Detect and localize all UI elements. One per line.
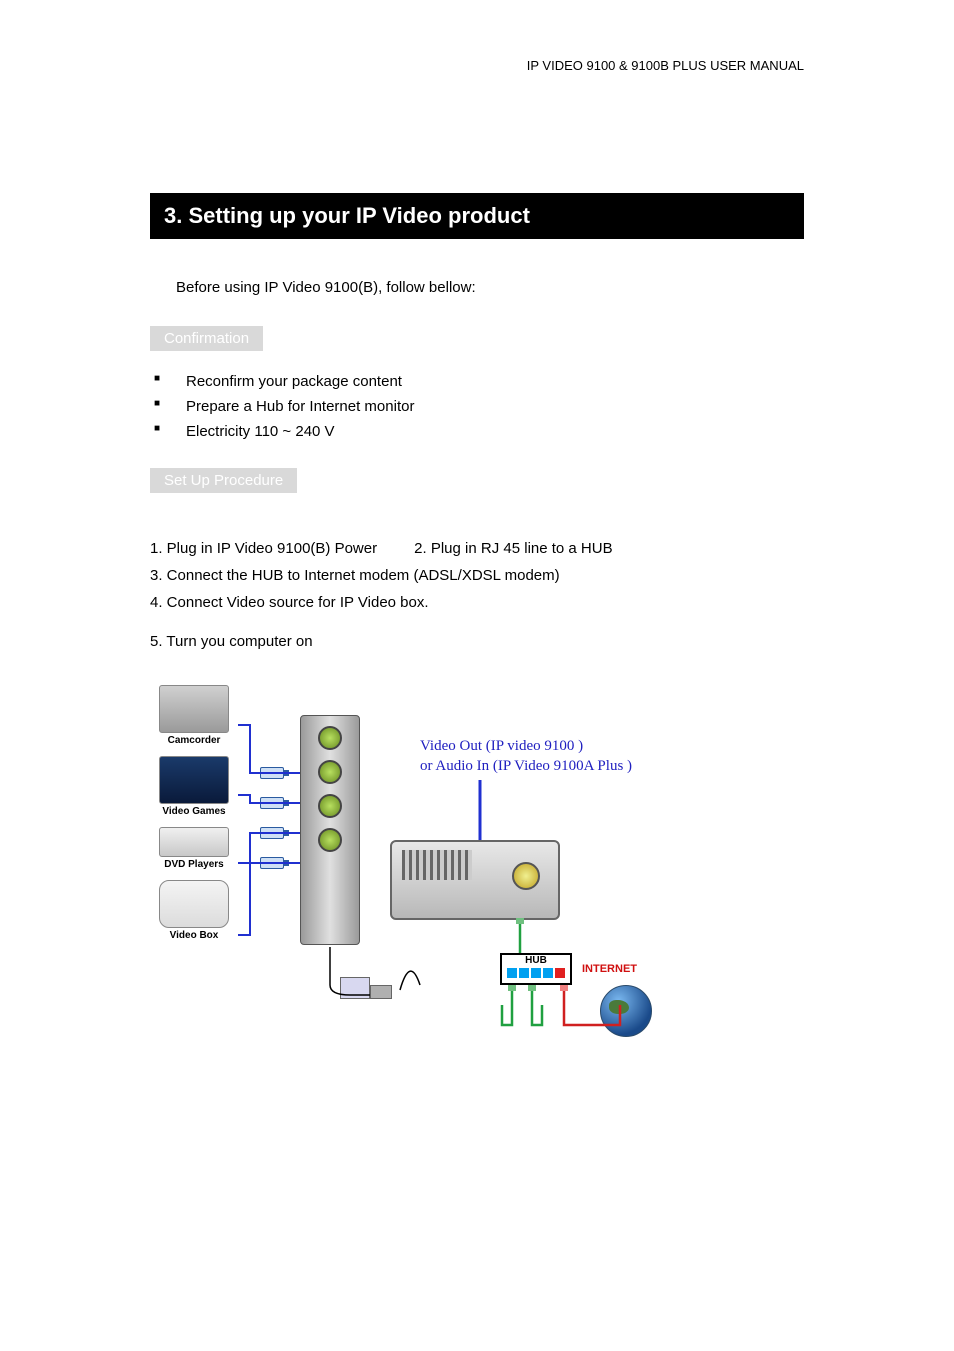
confirmation-item: Reconfirm your package content bbox=[150, 369, 804, 394]
server-port-icon bbox=[318, 828, 342, 852]
unit-connector-icon bbox=[512, 862, 540, 890]
input-jack-icon bbox=[260, 797, 284, 809]
confirmation-list: Reconfirm your package content Prepare a… bbox=[150, 369, 804, 444]
hub-icon: HUB bbox=[500, 953, 572, 985]
step-row: 1. Plug in IP Video 9100(B) Power 2. Plu… bbox=[150, 535, 804, 562]
pc-monitor-icon bbox=[340, 977, 370, 999]
video-out-label: Video Out (IP video 9100 ) or Audio In (… bbox=[420, 737, 632, 776]
input-jack-icon bbox=[260, 767, 284, 779]
pc-base-icon bbox=[370, 985, 392, 999]
device-dvd: DVD Players bbox=[150, 827, 238, 870]
server-port-icon bbox=[318, 794, 342, 818]
device-camcorder: Camcorder bbox=[150, 685, 238, 746]
hub-ports bbox=[502, 968, 570, 978]
hub-port-icon bbox=[531, 968, 541, 978]
hub-port-icon bbox=[543, 968, 553, 978]
input-jack-icon bbox=[260, 827, 284, 839]
video-out-line1: Video Out (IP video 9100 ) bbox=[420, 737, 632, 757]
device-label: Camcorder bbox=[150, 735, 238, 746]
procedure-steps: 1. Plug in IP Video 9100(B) Power 2. Plu… bbox=[150, 535, 804, 655]
step-5: 5. Turn you computer on bbox=[150, 628, 804, 655]
step-2: 2. Plug in RJ 45 line to a HUB bbox=[414, 540, 612, 557]
ip-video-server-icon bbox=[300, 715, 360, 945]
videobox-icon bbox=[159, 880, 229, 928]
video-out-line2: or Audio In (IP Video 9100A Plus ) bbox=[420, 757, 632, 777]
step-4: 4. Connect Video source for IP Video box… bbox=[150, 589, 804, 616]
ip-video-unit-icon bbox=[390, 840, 560, 920]
step-1: 1. Plug in IP Video 9100(B) Power bbox=[150, 540, 410, 557]
connection-diagram: Camcorder Video Games DVD Players Video … bbox=[150, 685, 670, 1085]
device-column: Camcorder Video Games DVD Players Video … bbox=[150, 685, 250, 951]
server-port-icon bbox=[318, 760, 342, 784]
confirmation-item: Electricity 110 ~ 240 V bbox=[150, 419, 804, 444]
input-jack-icon bbox=[260, 857, 284, 869]
unit-vents-icon bbox=[402, 850, 472, 880]
internet-label: INTERNET bbox=[582, 963, 637, 975]
device-label: DVD Players bbox=[150, 859, 238, 870]
hub-port-icon bbox=[507, 968, 517, 978]
intro-text: Before using IP Video 9100(B), follow be… bbox=[176, 279, 804, 296]
confirmation-label: Confirmation bbox=[150, 326, 263, 351]
hub-port-icon bbox=[555, 968, 565, 978]
manual-page: IP VIDEO 9100 & 9100B PLUS USER MANUAL 3… bbox=[0, 0, 954, 1351]
running-header: IP VIDEO 9100 & 9100B PLUS USER MANUAL bbox=[150, 58, 804, 73]
server-port-icon bbox=[318, 726, 342, 750]
camcorder-icon bbox=[159, 685, 229, 733]
device-label: Video Box bbox=[150, 930, 238, 941]
hub-label: HUB bbox=[525, 955, 547, 966]
device-videogames: Video Games bbox=[150, 756, 238, 817]
videogames-icon bbox=[159, 756, 229, 804]
globe-icon bbox=[600, 985, 652, 1037]
procedure-label: Set Up Procedure bbox=[150, 468, 297, 493]
hub-port-icon bbox=[519, 968, 529, 978]
dvd-icon bbox=[159, 827, 229, 857]
device-videobox: Video Box bbox=[150, 880, 238, 941]
device-label: Video Games bbox=[150, 806, 238, 817]
step-3: 3. Connect the HUB to Internet modem (AD… bbox=[150, 562, 804, 589]
confirmation-item: Prepare a Hub for Internet monitor bbox=[150, 394, 804, 419]
section-title-bar: 3. Setting up your IP Video product bbox=[150, 193, 804, 239]
